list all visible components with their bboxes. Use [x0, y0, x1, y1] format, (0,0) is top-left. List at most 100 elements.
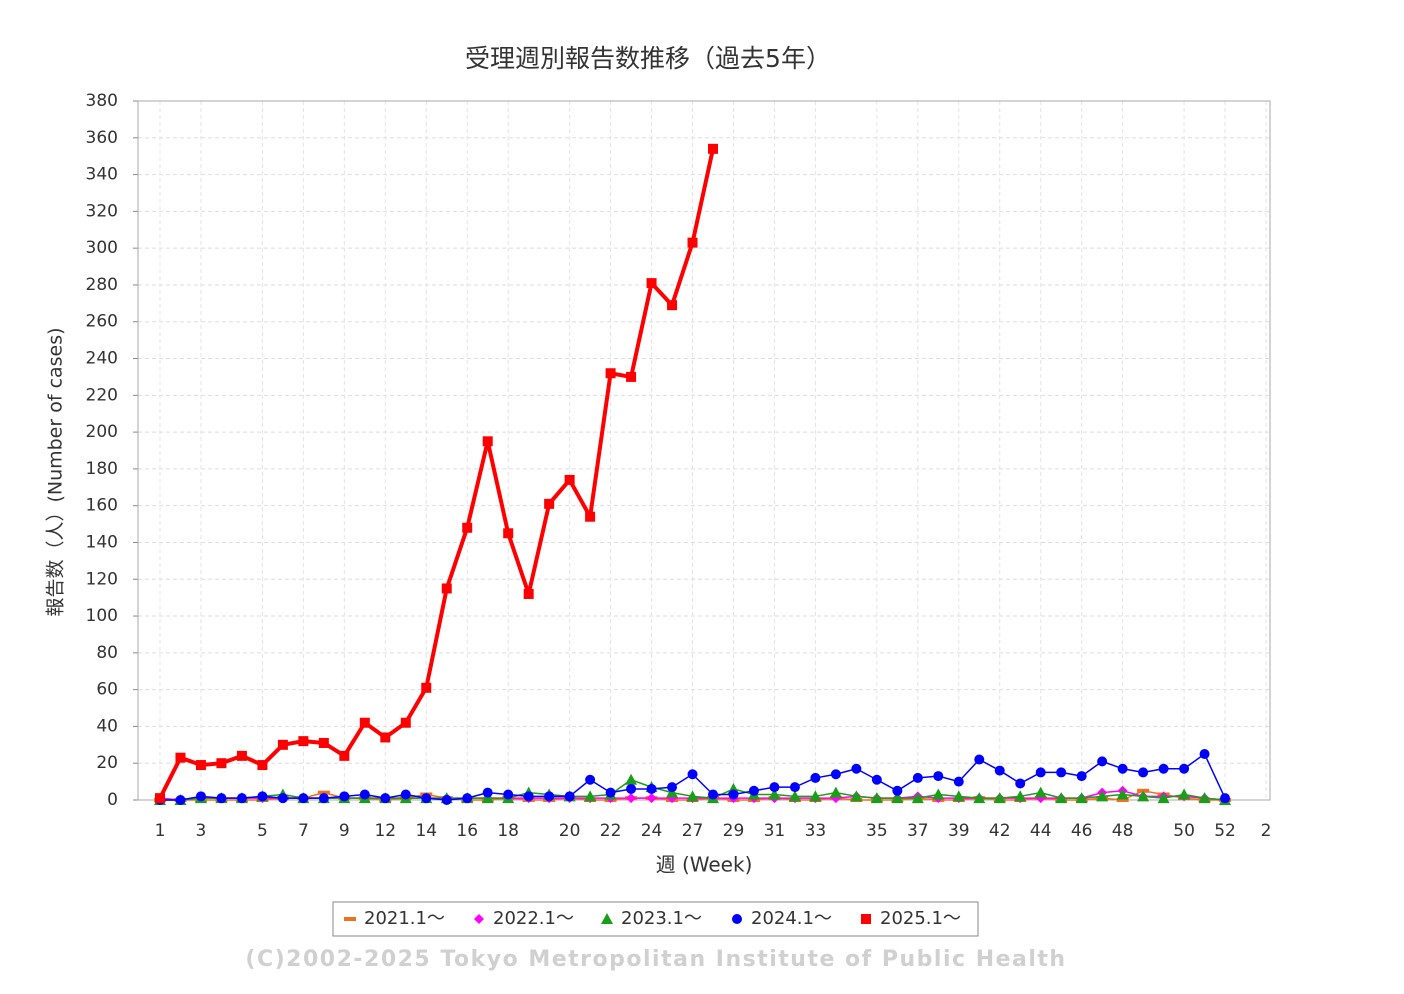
marker — [544, 791, 555, 802]
marker — [503, 528, 514, 539]
y-tick-label: 20 — [96, 753, 118, 773]
marker — [646, 783, 657, 794]
x-tick-label: 48 — [1112, 821, 1134, 841]
marker — [462, 793, 473, 804]
marker — [686, 790, 699, 802]
marker — [687, 237, 698, 248]
y-tick-label: 380 — [86, 91, 118, 111]
marker — [257, 791, 268, 802]
y-tick-label: 260 — [86, 312, 118, 332]
y-tick-label: 140 — [86, 532, 118, 552]
marker — [441, 795, 452, 805]
x-tick-label: 16 — [456, 821, 478, 841]
chart-title: 受理週別報告数推移（過去5年） — [465, 44, 831, 73]
y-tick-label: 320 — [86, 201, 118, 221]
marker — [318, 793, 329, 804]
x-tick-label: 9 — [339, 821, 350, 841]
marker — [421, 793, 432, 804]
legend-item: 2025.1～ — [861, 908, 961, 929]
marker — [666, 786, 679, 798]
marker — [912, 772, 923, 783]
marker — [462, 522, 473, 533]
x-tick-label: 50 — [1173, 821, 1195, 841]
marker — [810, 772, 821, 783]
marker — [932, 788, 945, 800]
marker — [236, 793, 247, 804]
x-tick-label: 24 — [641, 821, 663, 841]
marker — [626, 793, 637, 804]
marker — [626, 371, 637, 382]
marker — [1097, 756, 1108, 767]
marker — [933, 771, 944, 782]
x-tick-label: 35 — [866, 821, 888, 841]
y-tick-label: 240 — [86, 349, 118, 369]
marker — [789, 782, 800, 793]
x-tick-label: 1 — [155, 821, 166, 841]
legend-label: 2022.1～ — [493, 908, 574, 929]
x-tick-label: 39 — [948, 821, 970, 841]
marker — [974, 754, 985, 765]
marker — [1137, 790, 1150, 802]
marker — [769, 782, 780, 793]
marker — [503, 789, 514, 800]
y-tick-label: 360 — [86, 128, 118, 148]
x-tick-label: 52 — [1214, 821, 1236, 841]
marker — [1158, 763, 1169, 774]
legend-label: 2023.1～ — [621, 908, 702, 929]
marker — [277, 793, 288, 804]
marker — [1055, 792, 1068, 804]
marker — [380, 793, 391, 804]
x-tick-label: 3 — [196, 821, 207, 841]
marker — [1220, 793, 1231, 804]
marker — [605, 787, 616, 798]
marker — [626, 783, 637, 794]
marker — [298, 736, 309, 747]
y-tick-label: 120 — [86, 569, 118, 589]
marker — [1116, 788, 1129, 800]
marker — [441, 583, 452, 594]
legend-item: 2024.1～ — [732, 908, 832, 929]
y-tick-label: 340 — [86, 165, 118, 185]
marker — [175, 795, 186, 805]
marker — [850, 790, 863, 802]
y-tick-label: 40 — [96, 716, 118, 736]
x-tick-label: 46 — [1071, 821, 1093, 841]
y-axis-label: 報告数（人）(Number of cases) — [45, 327, 67, 616]
marker — [973, 792, 986, 804]
y-tick-label: 280 — [86, 275, 118, 295]
marker — [605, 368, 616, 379]
marker — [667, 300, 678, 311]
y-tick-label: 80 — [96, 643, 118, 663]
marker — [708, 789, 718, 800]
y-tick-label: 180 — [86, 459, 118, 479]
marker — [1199, 749, 1210, 760]
marker — [482, 787, 493, 798]
x-tick-label: 2 — [1261, 821, 1272, 841]
marker — [481, 792, 494, 804]
marker — [952, 790, 965, 802]
x-tick-label: 12 — [374, 821, 396, 841]
x-tick-label: 31 — [764, 821, 786, 841]
x-tick-label: 22 — [600, 821, 622, 841]
y-tick-label: 220 — [86, 385, 118, 405]
marker — [646, 793, 657, 804]
marker — [1138, 767, 1149, 778]
legend-item: 2022.1～ — [474, 908, 574, 929]
y-tick-label: 100 — [86, 606, 118, 626]
marker — [625, 773, 638, 785]
marker — [195, 760, 206, 771]
legend-label: 2021.1～ — [364, 908, 445, 929]
marker — [195, 791, 206, 802]
marker — [1157, 792, 1170, 804]
marker — [1178, 788, 1191, 800]
legend-label: 2025.1～ — [880, 908, 961, 929]
marker — [155, 793, 165, 804]
marker — [646, 278, 657, 289]
legend-label: 2024.1～ — [751, 908, 832, 929]
marker — [728, 789, 739, 800]
x-tick-label: 20 — [559, 821, 581, 841]
legend-box — [332, 901, 979, 937]
marker — [298, 793, 309, 804]
x-tick-label: 27 — [682, 821, 704, 841]
